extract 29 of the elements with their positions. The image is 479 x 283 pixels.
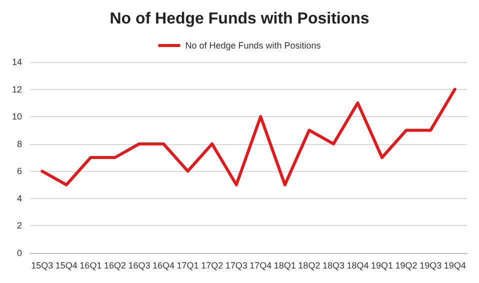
line-series bbox=[40, 88, 456, 186]
x-tick-label: 15Q4 bbox=[55, 260, 78, 270]
x-tick-label: 19Q4 bbox=[444, 260, 466, 270]
y-tick-label: 8 bbox=[16, 138, 22, 149]
x-tick-label: 16Q4 bbox=[152, 260, 175, 270]
x-tick-label: 16Q2 bbox=[104, 260, 126, 270]
x-tick-label: 15Q3 bbox=[31, 260, 54, 270]
y-tick-label: 2 bbox=[16, 220, 22, 231]
y-tick-label: 6 bbox=[16, 166, 22, 176]
x-tick-label: 18Q3 bbox=[322, 260, 344, 270]
y-tick-label: 14 bbox=[12, 57, 22, 67]
x-tick-label: 18Q4 bbox=[346, 260, 369, 270]
x-tick-label: 17Q1 bbox=[176, 260, 199, 270]
chart-title: No of Hedge Funds with Positions bbox=[110, 10, 370, 28]
x-tick-label: 16Q1 bbox=[80, 260, 102, 270]
legend-label: No of Hedge Funds with Positions bbox=[185, 40, 322, 50]
y-tick-label: 4 bbox=[16, 193, 22, 204]
x-tick-label: 18Q2 bbox=[298, 260, 320, 270]
x-tick-label: 19Q2 bbox=[395, 260, 418, 270]
x-tick-label: 17Q4 bbox=[250, 260, 272, 270]
x-tick-label: 19Q3 bbox=[420, 260, 442, 270]
y-tick-label: 10 bbox=[12, 112, 22, 122]
x-tick-label: 17Q2 bbox=[201, 260, 224, 270]
y-tick-label: 12 bbox=[12, 84, 22, 94]
x-tick-label: 16Q3 bbox=[128, 260, 150, 270]
x-tick-label: 18Q1 bbox=[274, 260, 296, 270]
x-tick-label: 19Q1 bbox=[371, 260, 394, 270]
x-tick-label: 17Q3 bbox=[225, 260, 248, 270]
y-tick-label: 0 bbox=[16, 248, 22, 258]
